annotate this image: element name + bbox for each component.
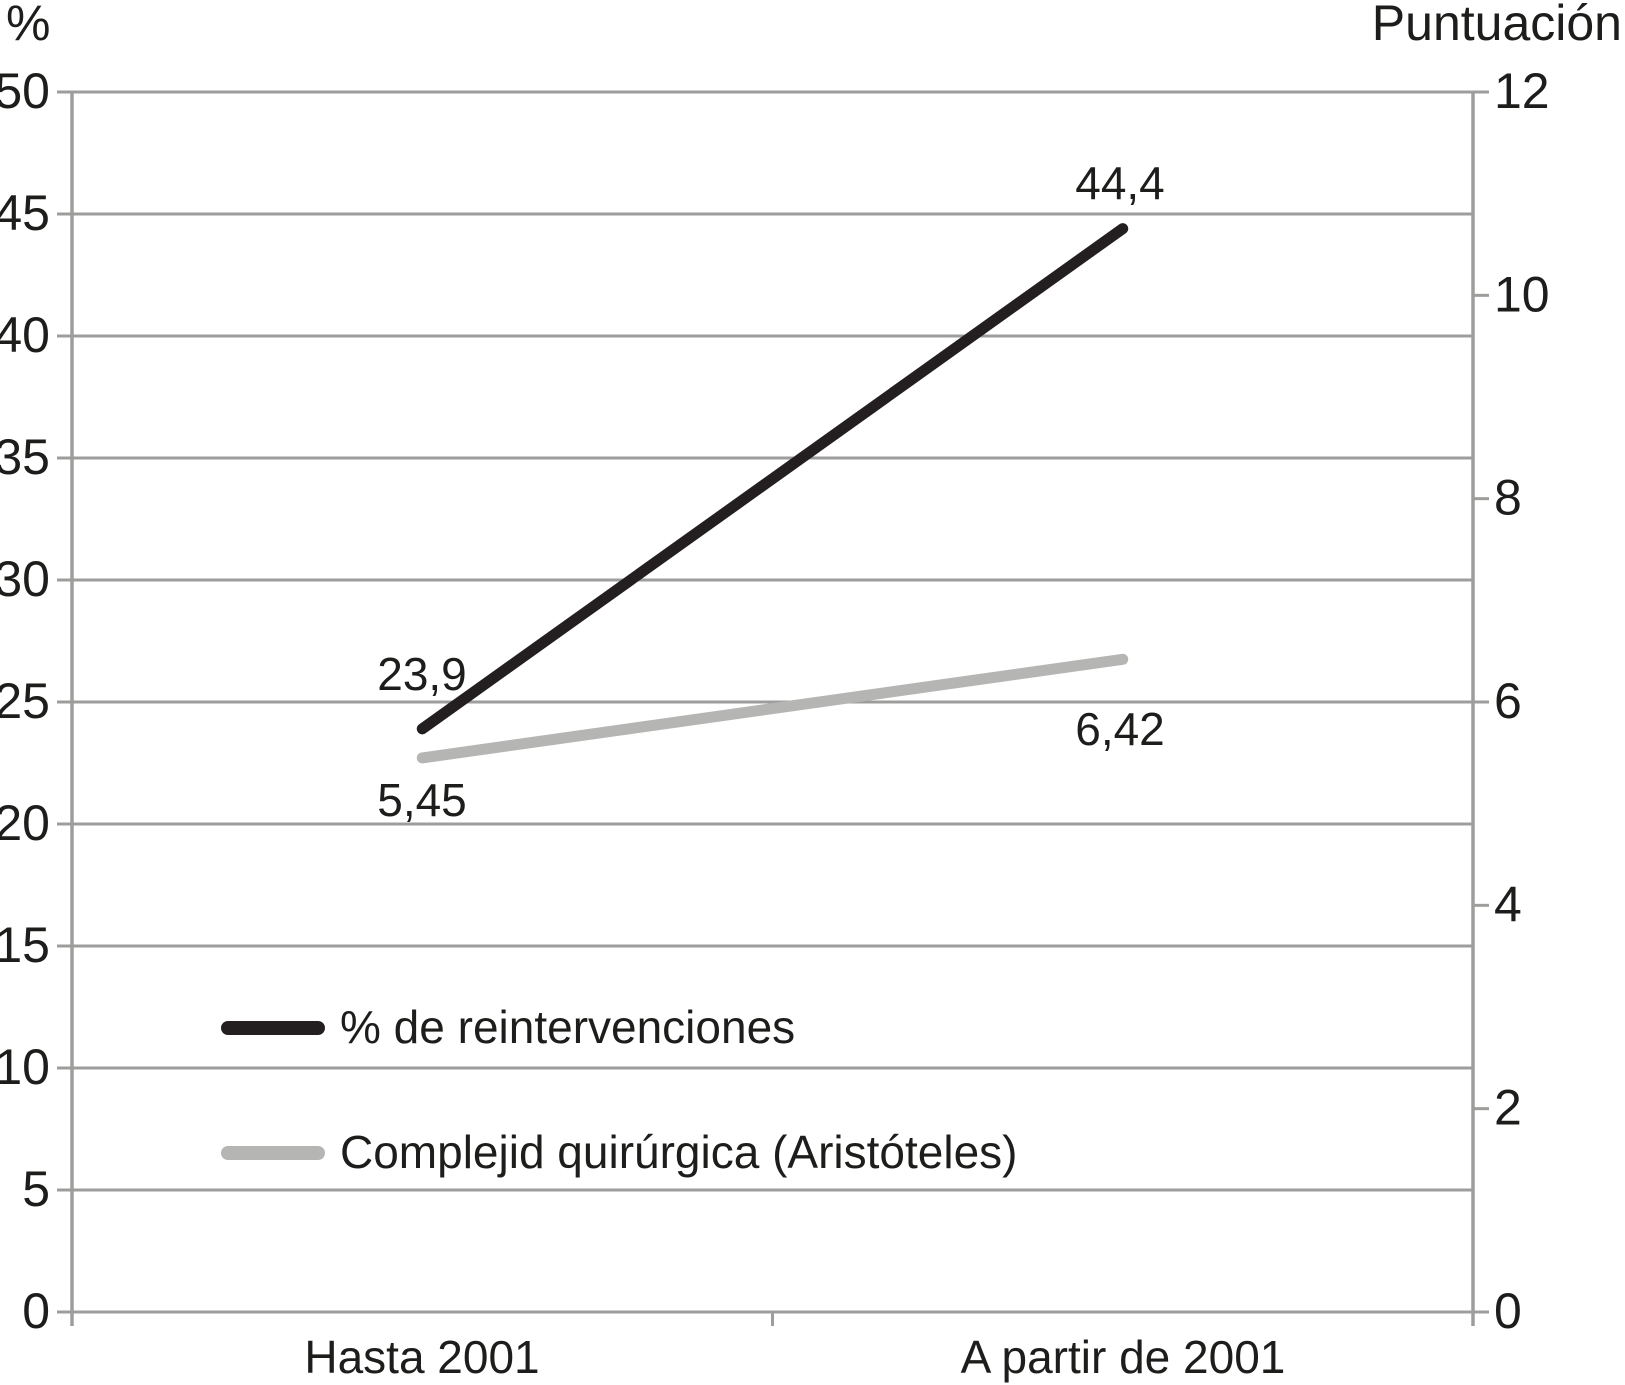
grid-layer <box>72 90 1473 1314</box>
tick-label-layer: 0 5 10 15 20 25 30 35 40 45 50 0 2 4 6 8 10 12 <box>0 63 1550 1339</box>
series-layer <box>416 223 1129 764</box>
left-tick-label: 45 <box>0 185 50 241</box>
right-axis-title: Puntuación <box>1372 0 1622 51</box>
right-tick-label: 6 <box>1494 673 1522 729</box>
data-label-complejidad-p1: 5,45 <box>377 774 467 826</box>
right-tick-label: 4 <box>1494 876 1522 932</box>
right-tick-label: 8 <box>1494 470 1522 526</box>
series-line-pct-reintervenciones <box>416 223 1129 735</box>
x-category-label-hasta-2001: Hasta 2001 <box>304 1331 539 1383</box>
left-tick-label: 0 <box>22 1283 50 1339</box>
left-tick-label: 30 <box>0 551 50 607</box>
legend: % de reintervenciones Complejid quirúrgi… <box>221 1001 1017 1178</box>
legend-label-pct-reintervenciones: % de reintervenciones <box>340 1001 795 1053</box>
left-tick-label: 40 <box>0 307 50 363</box>
data-label-reintervenciones-p2: 44,4 <box>1075 157 1165 209</box>
left-tick-label: 5 <box>22 1161 50 1217</box>
left-tick-label: 15 <box>0 917 50 973</box>
series-line-complejidad-quirurgica <box>416 653 1129 764</box>
right-tick-label: 12 <box>1494 63 1550 119</box>
left-tick-label: 20 <box>0 795 50 851</box>
axes-layer <box>57 90 1489 1326</box>
right-tick-label: 2 <box>1494 1080 1522 1136</box>
left-tick-label: 35 <box>0 429 50 485</box>
left-tick-label: 10 <box>0 1039 50 1095</box>
right-tick-label: 0 <box>1494 1283 1522 1339</box>
data-label-reintervenciones-p1: 23,9 <box>377 648 467 700</box>
x-category-label-a-partir-de-2001: A partir de 2001 <box>961 1331 1286 1383</box>
legend-label-complejidad-quirurgica: Complejid quirúrgica (Aristóteles) <box>340 1126 1017 1178</box>
left-axis-title: % <box>6 0 50 51</box>
left-tick-label: 50 <box>0 63 50 119</box>
left-tick-label: 25 <box>0 673 50 729</box>
data-label-complejidad-p2: 6,42 <box>1075 703 1165 755</box>
right-tick-label: 10 <box>1494 266 1550 322</box>
